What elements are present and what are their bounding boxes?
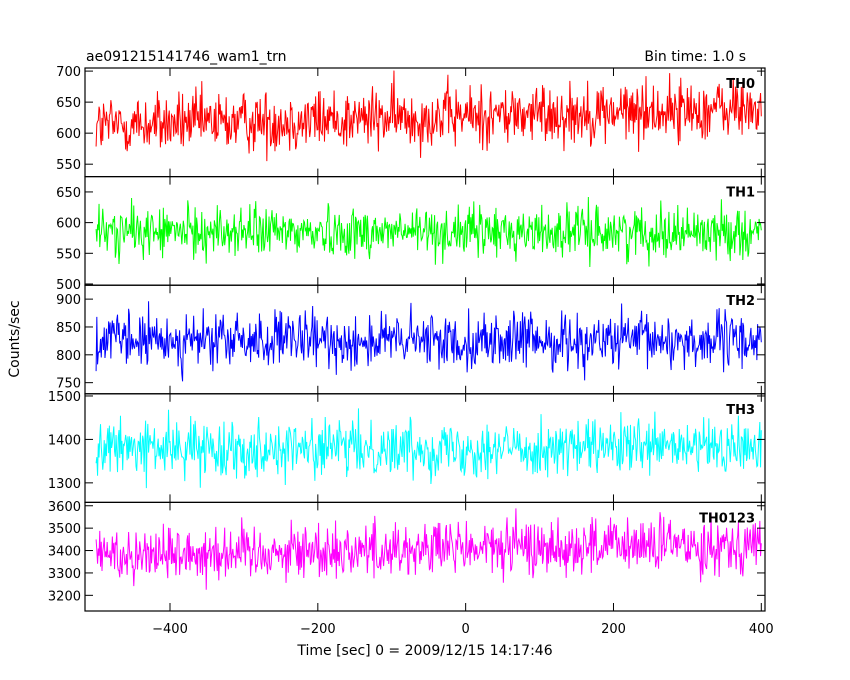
- series-line-th3: [95, 408, 762, 489]
- y-tick-label: 3600: [48, 500, 81, 515]
- y-axis-label: Counts/sec: [7, 300, 23, 377]
- x-tick-label: −400: [152, 622, 188, 637]
- panel-label-th0123: TH0123: [699, 511, 755, 526]
- y-tick-label: 600: [56, 217, 81, 232]
- y-tick-label: 1500: [48, 390, 81, 405]
- panel-th3: 1300 1400 1500 TH3: [48, 390, 766, 503]
- y-tick-label: 1300: [48, 477, 81, 492]
- panel-label-th0: TH0: [726, 77, 755, 92]
- x-tick-label: 200: [601, 622, 626, 637]
- y-tick-label: 700: [56, 65, 81, 80]
- series-line-th1: [95, 196, 762, 268]
- series-line-th2: [95, 301, 762, 382]
- panel-label-th2: TH2: [726, 294, 755, 309]
- y-tick-label: 900: [56, 293, 81, 308]
- y-tick-label: 1400: [48, 433, 81, 448]
- y-tick-label: 650: [56, 186, 81, 201]
- series-line-th0: [95, 70, 762, 162]
- y-tick-label: 550: [56, 247, 81, 262]
- y-tick-label: 650: [56, 96, 81, 111]
- panels-group: 550 600 650 700 TH0 500 550 600 650 TH1 750 800 850 9…: [48, 65, 774, 637]
- y-tick-label: 850: [56, 321, 81, 336]
- y-tick-label: 800: [56, 349, 81, 364]
- panel-label-th3: TH3: [726, 403, 755, 418]
- panel-frame: [84, 501, 766, 612]
- y-tick-label: 3400: [48, 545, 81, 560]
- chart-title: ae091215141746_wam1_trn: [86, 49, 287, 65]
- x-tick-label: 0: [462, 622, 470, 637]
- bin-time-label: Bin time: 1.0 s: [644, 49, 746, 65]
- x-tick-label: 400: [749, 622, 774, 637]
- panel-th0123: 3200 3300 3400 3500 3600 TH0123: [48, 500, 766, 612]
- y-tick-label: 550: [56, 158, 81, 173]
- y-tick-label: 3200: [48, 589, 81, 604]
- panel-th1: 500 550 600 650 TH1: [56, 176, 766, 293]
- y-tick-label: 500: [56, 278, 81, 293]
- y-tick-label: 600: [56, 127, 81, 142]
- panel-th0: 550 600 650 700 TH0: [56, 65, 766, 178]
- y-tick-label: 3300: [48, 567, 81, 582]
- panel-label-th1: TH1: [726, 186, 755, 201]
- panel-th2: 750 800 850 900 TH2: [56, 284, 766, 395]
- x-tick-label: −200: [300, 622, 336, 637]
- y-tick-label: 3500: [48, 522, 81, 537]
- x-axis-label: Time [sec] 0 = 2009/12/15 14:17:46: [296, 643, 552, 659]
- y-tick-label: 750: [56, 377, 81, 392]
- series-line-th0123: [95, 508, 762, 590]
